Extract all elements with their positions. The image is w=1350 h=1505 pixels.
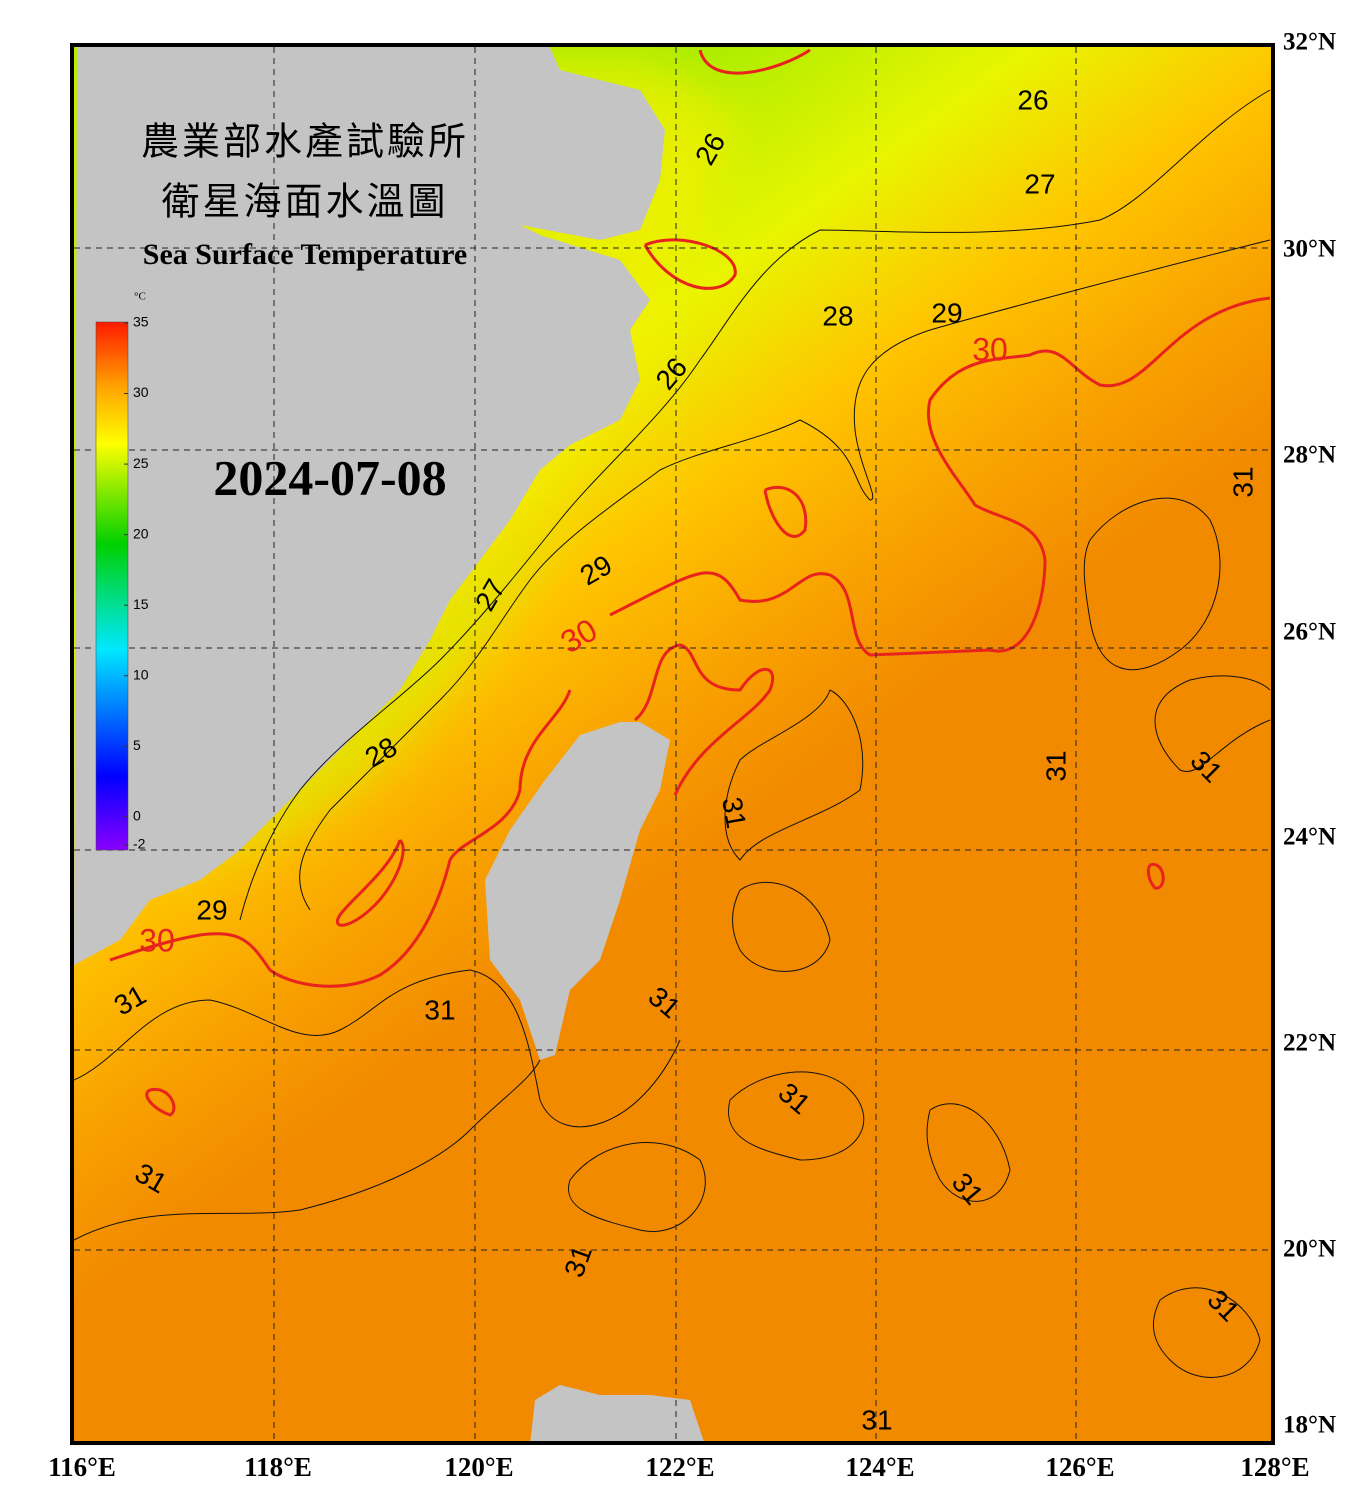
contour-31 <box>728 1071 865 1161</box>
contour-31 <box>1154 675 1271 773</box>
graticule <box>74 47 1271 1441</box>
colorbar-tick-label: 30 <box>133 384 149 400</box>
taiwan <box>485 722 670 1060</box>
contour-29 <box>299 239 1271 911</box>
lat-label: 20°N <box>1283 1236 1336 1263</box>
colorbar-tick-label: 25 <box>133 455 149 471</box>
colorbar-tick-label: 35 <box>133 314 149 330</box>
contour-31 <box>74 1059 541 1241</box>
colorbar-tick-label: 10 <box>133 666 149 682</box>
lon-label: 120°E <box>444 1452 513 1482</box>
colorbar-tick-label: 0 <box>133 807 141 823</box>
contour-30 <box>1146 863 1165 890</box>
contour-31 <box>926 1103 1011 1202</box>
lon-label: 118°E <box>244 1452 312 1482</box>
contour-label: 31 <box>1040 750 1071 781</box>
contour-30 <box>643 238 737 290</box>
contour-31 <box>724 689 864 861</box>
colorbar-tick-label: 15 <box>133 596 149 612</box>
contour-30 <box>336 838 405 927</box>
contour-30 <box>109 689 572 988</box>
contour-label: 27 <box>1024 168 1055 199</box>
contour-label: 31 <box>716 795 752 831</box>
contour-30 <box>634 643 775 796</box>
contour-31 <box>74 969 681 1128</box>
contour-label: 29 <box>931 297 962 328</box>
lat-label: 22°N <box>1283 1030 1336 1057</box>
contour-label: 31 <box>424 994 455 1025</box>
contour-31 <box>1152 1287 1261 1378</box>
contour-31 <box>1083 497 1221 671</box>
luzon <box>530 1385 704 1441</box>
lon-label: 126°E <box>1045 1452 1114 1482</box>
contour-label: 29 <box>196 894 227 925</box>
title-zh: 農業部水產試驗所 <box>141 120 469 164</box>
colorbar-unit: °C <box>134 291 146 303</box>
contour-31 <box>732 881 831 972</box>
colorbar-tick-label: 20 <box>133 525 149 541</box>
mainland <box>74 47 665 965</box>
contour-30 <box>609 296 1271 657</box>
lat-label: 30°N <box>1283 236 1336 263</box>
lon-label: 122°E <box>645 1452 714 1482</box>
date: 2024-07-08 <box>213 449 446 505</box>
contour-label: 26 <box>1017 84 1048 115</box>
colorbar <box>95 321 129 851</box>
contour-30 <box>145 1087 176 1117</box>
title-zh: 衛星海面水溫圖 <box>161 180 448 224</box>
colorbar-ticks: -2 0 5 10 15 20 25 30 35 <box>124 314 149 852</box>
lat-label: 26°N <box>1283 619 1336 646</box>
contour-label: 30 <box>972 331 1008 367</box>
coastal-water <box>74 520 560 900</box>
contour-label: 30 <box>139 922 175 958</box>
lat-label: 28°N <box>1283 442 1336 469</box>
colorbar-tick-label: 5 <box>133 737 141 753</box>
lat-label: 24°N <box>1283 824 1336 851</box>
contour-label: 31 <box>1227 466 1258 497</box>
lat-label: 18°N <box>1283 1412 1336 1439</box>
title-en: Sea Surface Temperature <box>143 238 467 271</box>
axis-labels: 116°E 118°E 120°E 122°E 124°E 126°E 128°E 32°N 3… <box>48 29 1336 1482</box>
lat-label: 32°N <box>1283 29 1336 56</box>
lon-label: 116°E <box>48 1452 116 1482</box>
contour-30 <box>698 48 811 75</box>
contour-31 <box>567 1142 706 1232</box>
contour-label: 31 <box>861 1404 892 1435</box>
colorbar-tick-label: -2 <box>133 836 146 852</box>
contour-30 <box>763 485 808 538</box>
contour-label: 28 <box>822 300 853 331</box>
lon-label: 124°E <box>845 1452 914 1482</box>
lon-label: 128°E <box>1240 1452 1309 1482</box>
